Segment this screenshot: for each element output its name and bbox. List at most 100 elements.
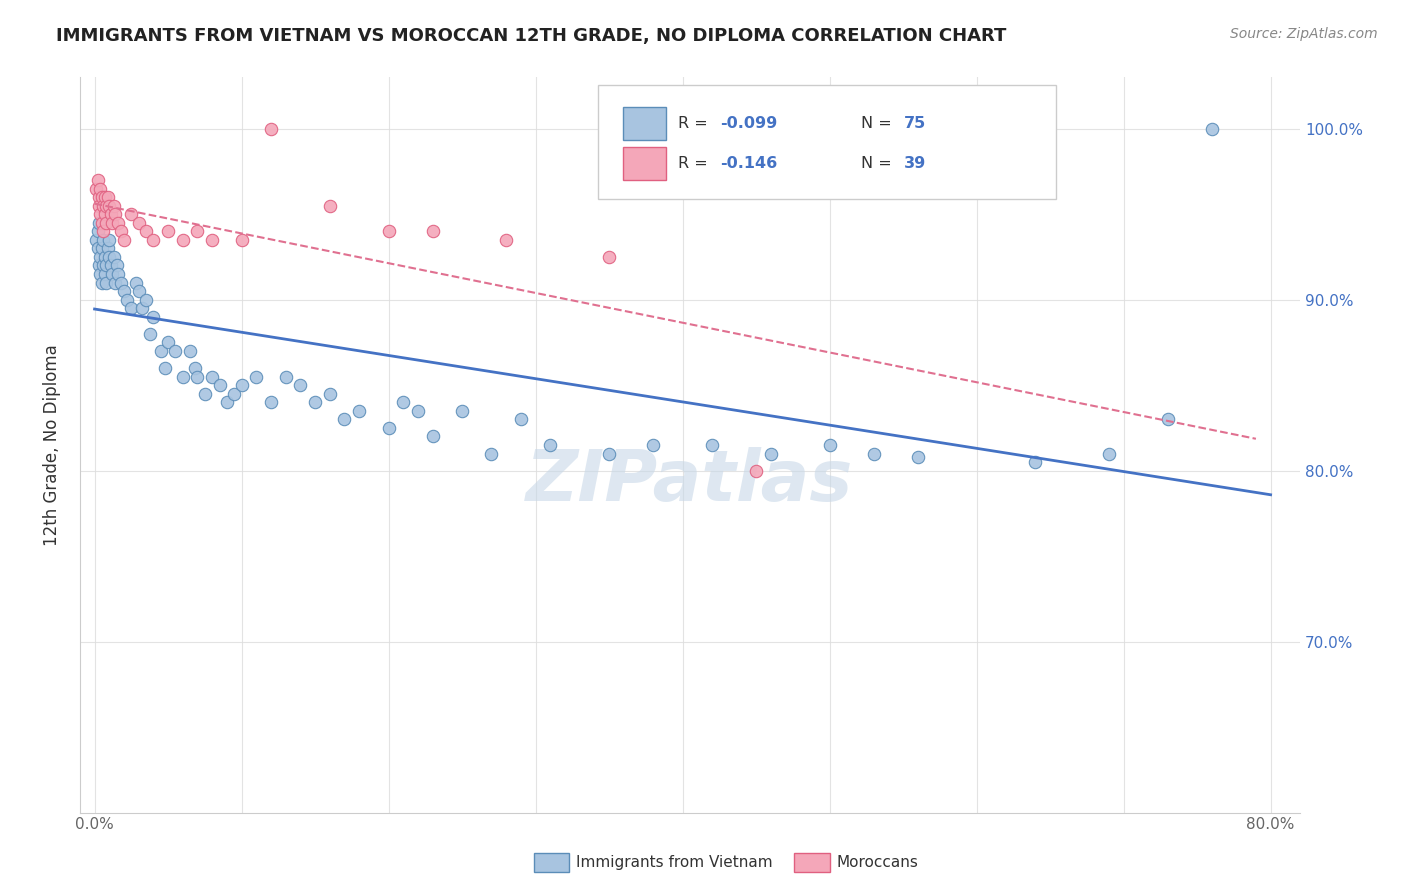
Point [745, 464, 768, 478]
Point [98, 199, 121, 213]
Point [84, 233, 107, 247]
Point [319, 386, 342, 401]
Point [135, 224, 157, 238]
Point [862, 446, 884, 460]
Point [100, 207, 122, 221]
Point [100, 259, 122, 273]
Point [1157, 412, 1180, 426]
Point [86, 224, 108, 238]
Point [304, 395, 326, 409]
Point [110, 224, 132, 238]
Point [94, 250, 117, 264]
Point [87, 259, 110, 273]
Point [87, 216, 110, 230]
Point [598, 446, 620, 460]
Point [120, 301, 142, 316]
Point [90, 190, 112, 204]
Text: -0.146: -0.146 [720, 156, 778, 171]
Point [112, 284, 135, 298]
Point [172, 233, 194, 247]
Point [128, 284, 150, 298]
Point [509, 412, 531, 426]
Point [422, 429, 444, 443]
Point [86, 241, 108, 255]
Point [183, 361, 205, 376]
Point [186, 224, 208, 238]
Point [157, 224, 180, 238]
Point [87, 190, 110, 204]
Point [89, 267, 111, 281]
Point [101, 267, 124, 281]
Point [260, 121, 283, 136]
Text: R =: R = [678, 116, 713, 130]
Point [495, 233, 517, 247]
Text: R =: R = [678, 156, 713, 171]
Point [93, 259, 115, 273]
Point [333, 412, 356, 426]
Point [90, 216, 112, 230]
Point [94, 207, 117, 221]
Text: N =: N = [860, 156, 897, 171]
Text: N =: N = [860, 116, 897, 130]
Point [98, 233, 121, 247]
Point [422, 224, 444, 238]
Point [107, 267, 129, 281]
Text: 75: 75 [904, 116, 925, 130]
Text: Moroccans: Moroccans [837, 855, 918, 870]
Point [700, 438, 723, 452]
Point [89, 207, 111, 221]
Point [598, 250, 620, 264]
Point [98, 250, 121, 264]
Point [231, 233, 253, 247]
Point [93, 199, 115, 213]
Point [96, 216, 118, 230]
Point [274, 369, 297, 384]
Point [93, 233, 115, 247]
Point [481, 446, 503, 460]
Point [128, 216, 150, 230]
Text: Immigrants from Vietnam: Immigrants from Vietnam [576, 855, 773, 870]
Point [107, 216, 129, 230]
Point [96, 276, 118, 290]
Text: Source: ZipAtlas.com: Source: ZipAtlas.com [1230, 27, 1378, 41]
Point [103, 199, 125, 213]
Point [201, 369, 224, 384]
Point [208, 378, 231, 392]
Point [245, 369, 267, 384]
Point [90, 276, 112, 290]
Point [157, 335, 180, 350]
Point [194, 386, 217, 401]
Point [101, 216, 124, 230]
Point [87, 199, 110, 213]
Point [1024, 455, 1046, 469]
Point [97, 241, 120, 255]
Point [377, 421, 399, 435]
Point [131, 301, 153, 316]
Text: ZIPatlas: ZIPatlas [526, 447, 853, 516]
Point [115, 293, 138, 307]
Text: IMMIGRANTS FROM VIETNAM VS MOROCCAN 12TH GRADE, NO DIPLOMA CORRELATION CHART: IMMIGRANTS FROM VIETNAM VS MOROCCAN 12TH… [56, 27, 1007, 45]
Point [93, 224, 115, 238]
Point [86, 173, 108, 187]
Point [84, 181, 107, 195]
Point [319, 199, 342, 213]
FancyBboxPatch shape [599, 85, 1056, 199]
Point [97, 190, 120, 204]
Point [142, 310, 165, 324]
Point [406, 404, 429, 418]
Point [104, 207, 127, 221]
Point [149, 343, 172, 358]
Point [104, 276, 127, 290]
Point [96, 199, 118, 213]
Point [96, 259, 118, 273]
Text: 39: 39 [904, 156, 925, 171]
Point [392, 395, 415, 409]
Point [125, 276, 148, 290]
Point [260, 395, 283, 409]
Point [377, 224, 399, 238]
Point [153, 361, 176, 376]
Point [907, 450, 929, 464]
Point [231, 378, 253, 392]
Point [112, 233, 135, 247]
FancyBboxPatch shape [623, 107, 665, 140]
